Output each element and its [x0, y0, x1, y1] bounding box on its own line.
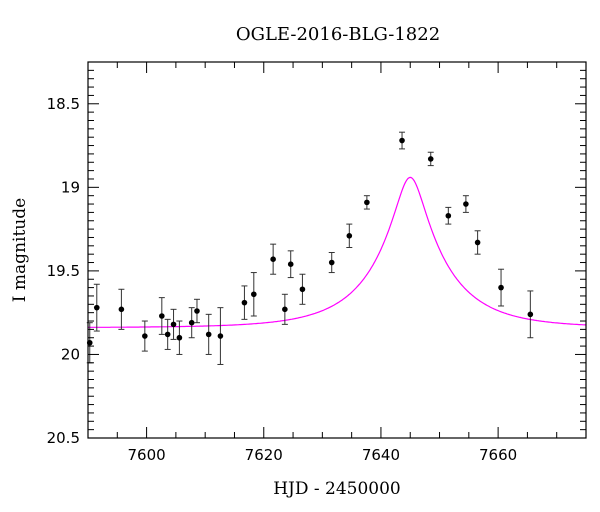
data-point — [164, 331, 171, 338]
x-tick-label: 7600 — [127, 446, 165, 464]
y-tick-label: 18.5 — [47, 95, 80, 113]
data-point — [142, 333, 148, 339]
x-axis-label: HJD - 2450000 — [273, 479, 401, 499]
data-point — [364, 199, 370, 206]
data-point — [170, 321, 177, 328]
plot-frame — [87, 61, 587, 439]
x-axis-ticks: 7600 7620 7640 7660 — [87, 62, 587, 464]
data-point — [299, 286, 306, 293]
y-tick-label: 19 — [61, 178, 80, 196]
data-point — [159, 313, 165, 319]
model-curve — [88, 176, 586, 328]
data-point — [474, 239, 481, 246]
y-tick-label: 19.5 — [47, 262, 80, 280]
x-tick-label: 7640 — [362, 446, 400, 464]
data-point — [527, 311, 534, 318]
data-point — [270, 256, 276, 262]
data-point — [93, 304, 100, 311]
chart-title: OGLE-2016-BLG-1822 — [236, 24, 440, 45]
x-tick-label: 7660 — [479, 446, 517, 464]
data-point — [328, 259, 335, 266]
y-tick-label: 20.5 — [47, 429, 80, 447]
data-point — [287, 261, 294, 268]
data-point — [463, 201, 469, 207]
data-point — [346, 232, 353, 239]
data-point — [241, 299, 248, 306]
data-point — [194, 308, 200, 314]
y-tick-label: 20 — [61, 345, 80, 363]
data-point — [498, 284, 504, 291]
y-axis-label: I magnitude — [10, 198, 30, 302]
data-point — [282, 306, 288, 313]
x-tick-label: 7620 — [245, 446, 283, 464]
data-point — [251, 291, 257, 298]
data-point — [188, 319, 195, 326]
data-point — [217, 333, 224, 339]
data-point — [399, 137, 405, 144]
y-axis-ticks: 18.5 19 19.5 20 20.5 — [47, 61, 586, 447]
plot-area — [86, 131, 586, 365]
data-point — [205, 331, 212, 338]
data-points — [86, 131, 534, 365]
data-point — [118, 306, 125, 313]
data-point — [176, 334, 183, 341]
data-point — [445, 212, 452, 219]
data-point — [427, 156, 434, 162]
